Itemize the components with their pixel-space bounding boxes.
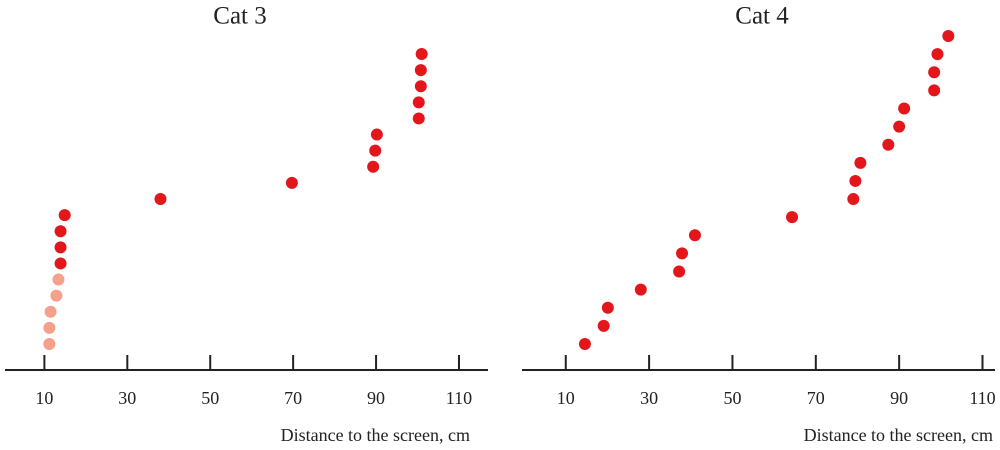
point [54,241,67,254]
point [597,319,610,332]
x-tick-label: 70 [807,388,825,408]
point [54,257,67,270]
point [370,128,383,141]
point [58,209,71,222]
point [285,176,298,189]
point [414,64,427,77]
chart-title: Cat 4 [735,3,789,30]
x-axis-label: Distance to the screen, cm [804,425,993,445]
x-tick-label: 50 [201,388,219,408]
point [412,96,425,109]
point [154,193,167,205]
x-tick-label: 10 [557,388,575,408]
chart-title: Cat 3 [213,3,266,30]
point [54,225,67,238]
point [578,338,591,350]
point [931,48,944,61]
point [928,84,941,97]
point [673,265,686,278]
x-tick-label: 50 [723,388,741,408]
point [928,66,941,79]
x-tick-label: 110 [446,388,472,408]
point [676,247,689,260]
point [898,102,911,115]
point [50,289,63,302]
x-tick-label: 90 [890,388,908,408]
x-tick-label: 90 [367,388,385,408]
x-tick-label: 30 [640,388,658,408]
point [942,30,955,42]
x-tick-label: 70 [284,388,302,408]
point [634,283,647,296]
point [882,138,895,151]
point [412,112,425,125]
point [849,174,862,187]
point [854,156,867,169]
x-tick-label: 30 [118,388,136,408]
point [367,160,380,173]
point [415,48,428,60]
point [601,301,614,314]
point [847,193,860,206]
point [688,229,701,242]
point [414,80,427,93]
point [44,305,57,318]
point [52,273,65,286]
point [893,120,906,133]
point [43,321,56,334]
x-tick-label: 10 [35,388,53,408]
point [369,144,382,157]
point [786,211,799,224]
point [43,338,56,350]
x-tick-label: 110 [969,388,995,408]
x-axis-label: Distance to the screen, cm [281,425,470,445]
